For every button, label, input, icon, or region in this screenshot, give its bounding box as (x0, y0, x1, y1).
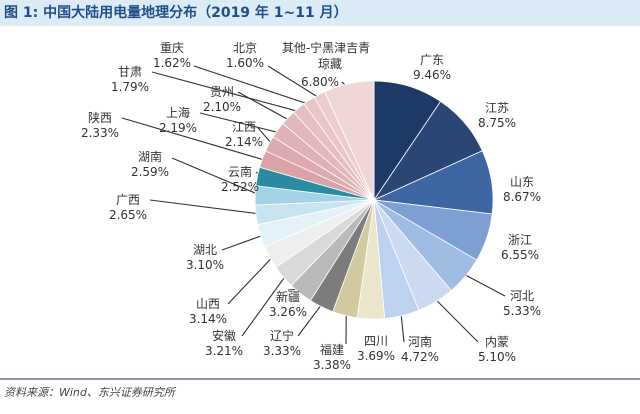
figure-title: 图 1: 中国大陆用电量地理分布（2019 年 1~11 月） (0, 0, 640, 26)
pie-slice-24 (324, 80, 375, 201)
slice-value-label: 3.10% (186, 258, 224, 272)
slice-value-label: 2.59% (131, 165, 169, 179)
slice-value-label: 1.79% (111, 80, 149, 94)
slice-name-label: 广东 (420, 53, 444, 67)
slice-value-label: 2.10% (203, 100, 241, 114)
slice-value-label: 9.46% (413, 68, 451, 82)
leader-line-13 (221, 233, 267, 251)
slice-name-label: 陕西 (88, 110, 112, 125)
slice-value-label: 3.21% (205, 344, 243, 358)
slice-value-label: 8.75% (478, 116, 516, 130)
leader-line-12 (227, 254, 276, 305)
slice-name-label: 湖南 (138, 149, 162, 164)
slice-name-label: 内蒙 (485, 335, 509, 349)
slice-value-label: 3.69% (357, 349, 395, 363)
slice-value-label: 2.33% (81, 126, 119, 140)
slice-name-label: 北京 (233, 41, 257, 55)
slice-name-label: 安徽 (212, 328, 236, 343)
slice-name-label: 贵州 (210, 85, 234, 99)
leader-line-4 (460, 272, 506, 297)
slice-name-label: 湖北 (193, 242, 217, 257)
slice-value-label: 3.14% (189, 312, 227, 326)
slice-name-label: 河北 (510, 289, 534, 303)
leader-line-23 (267, 65, 323, 101)
leader-line-20 (237, 91, 293, 123)
slice-name-label: 江西 (232, 120, 256, 134)
slice-value-label: 2.52% (221, 180, 259, 194)
leader-line-21 (151, 71, 303, 114)
slice-name-label: 琼藏 (318, 56, 342, 71)
slice-name-label: 广西 (116, 193, 140, 207)
slice-name-label: 其他-宁黑津吉青 (282, 40, 370, 55)
slice-name-label: 浙江 (508, 233, 532, 247)
leader-line-9 (297, 300, 325, 337)
footer-divider (0, 378, 640, 380)
leader-line-22 (193, 65, 313, 106)
slice-value-label: 5.10% (478, 350, 516, 364)
slice-value-label: 3.33% (263, 344, 301, 358)
leader-line-19 (199, 112, 283, 135)
slice-value-label: 2.14% (225, 135, 263, 149)
slice-value-label: 5.33% (503, 304, 541, 318)
slice-name-label: 山东 (510, 175, 534, 189)
source-note: 资料来源：Wind、东兴证券研究所 (4, 386, 175, 399)
slice-name-label: 河南 (408, 334, 432, 349)
slice-name-label: 上海 (166, 105, 190, 120)
slice-value-label: 3.38% (313, 358, 351, 372)
leader-line-14 (149, 199, 262, 215)
leader-line-17 (121, 117, 269, 162)
slice-name-label: 云南 (228, 164, 252, 179)
slice-name-label: 甘肃 (118, 65, 142, 79)
slice-name-label: 重庆 (160, 41, 184, 55)
leader-line-15 (171, 157, 262, 197)
slice-value-label: 6.55% (501, 248, 539, 262)
slice-name-label: 新疆 (276, 289, 300, 304)
slice-value-label: 3.26% (269, 305, 307, 319)
slice-value-label: 1.60% (226, 56, 264, 70)
slice-name-label: 山西 (196, 297, 220, 311)
slice-name-label: 江苏 (485, 101, 509, 115)
slice-name-label: 辽宁 (270, 328, 294, 343)
slice-value-label: 8.67% (503, 190, 541, 204)
leader-line-5 (432, 296, 479, 343)
leader-line-11 (241, 272, 289, 337)
pie-chart: 广东9.46% 江苏8.75% 山东8.67% 浙江6.55% 河北5.33% 内蒙5.1… (81, 40, 541, 372)
slice-name-label: 福建 (320, 342, 344, 357)
slice-value-label: 4.72% (401, 350, 439, 364)
slice-value-label: 6.80% (301, 75, 339, 89)
slice-value-label: 1.62% (153, 56, 191, 70)
slice-value-label: 2.65% (109, 208, 147, 222)
slice-name-label: 四川 (364, 334, 388, 348)
slice-value-label: 2.19% (159, 121, 197, 135)
